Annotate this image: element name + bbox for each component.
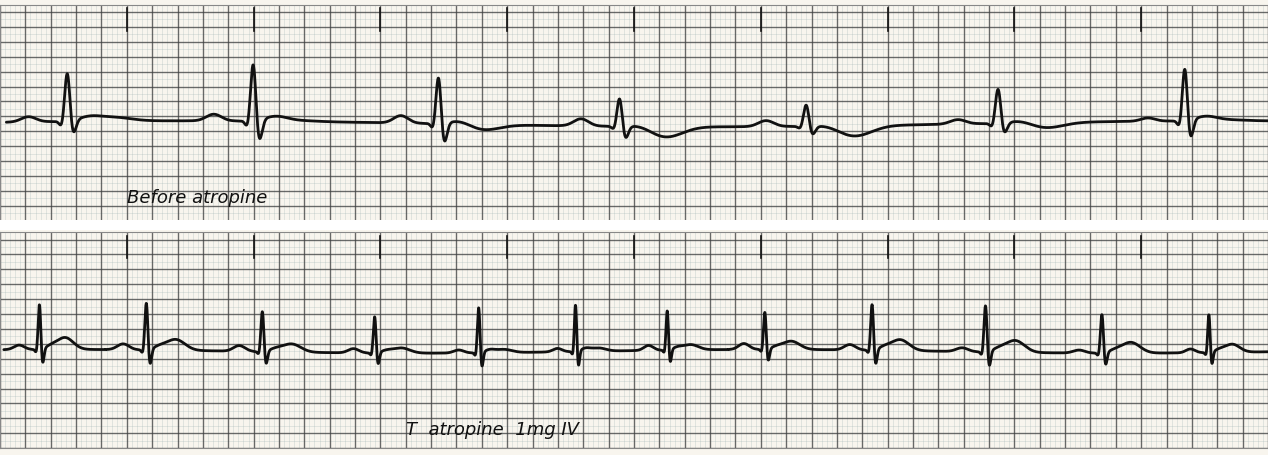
Text: Before atropine: Before atropine: [127, 189, 268, 207]
Text: T  atropine  1mg IV: T atropine 1mg IV: [406, 421, 578, 439]
